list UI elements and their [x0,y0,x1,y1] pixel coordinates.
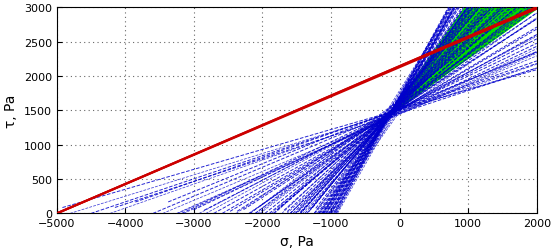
Polygon shape [390,8,537,115]
Y-axis label: τ, Pa: τ, Pa [4,94,18,128]
X-axis label: σ, Pa: σ, Pa [280,234,314,248]
